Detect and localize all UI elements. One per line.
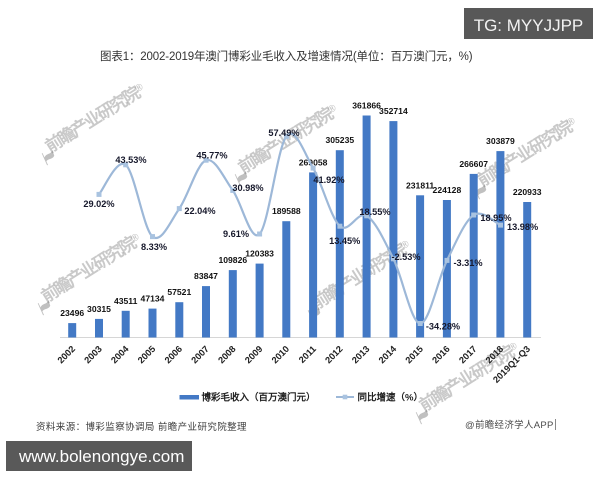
svg-text:45.77%: 45.77% [196,151,227,161]
svg-text:2009: 2009 [243,344,265,366]
svg-text:2002: 2002 [56,344,78,366]
svg-text:2016: 2016 [430,344,452,366]
svg-text:13.98%: 13.98% [507,222,538,232]
svg-text:8.33%: 8.33% [141,242,167,252]
svg-text:2015: 2015 [403,344,425,366]
svg-text:2011: 2011 [297,344,318,365]
svg-text:2013: 2013 [350,344,372,366]
svg-text:57521: 57521 [167,287,191,297]
svg-text:2014: 2014 [377,343,399,365]
svg-text:2012: 2012 [323,344,345,366]
svg-text:2010: 2010 [270,344,292,366]
svg-text:120383: 120383 [245,249,274,259]
svg-text:29.02%: 29.02% [83,199,114,209]
svg-text:2004: 2004 [109,343,131,365]
svg-text:231811: 231811 [406,180,434,190]
svg-text:-2.53%: -2.53% [391,252,420,262]
svg-text:30.98%: 30.98% [232,183,263,193]
svg-text:18.95%: 18.95% [480,213,511,223]
svg-text:同比增速（%）: 同比增速（%） [358,392,423,404]
svg-text:2006: 2006 [163,344,185,366]
svg-text:109826: 109826 [218,255,247,265]
svg-text:30315: 30315 [87,304,111,314]
svg-text:47134: 47134 [141,294,165,304]
svg-text:269058: 269058 [299,157,328,167]
svg-text:43511: 43511 [114,296,138,306]
svg-text:2003: 2003 [82,344,104,366]
svg-text:43.53%: 43.53% [115,155,146,165]
svg-text:361866: 361866 [352,101,381,111]
svg-text:224128: 224128 [433,185,462,195]
svg-text:-3.31%: -3.31% [453,258,482,268]
svg-text:305235: 305235 [325,135,354,145]
svg-text:189588: 189588 [272,206,301,216]
svg-text:22.04%: 22.04% [184,206,215,216]
svg-text:41.92%: 41.92% [313,175,344,185]
svg-text:前瞻产业研究院®: 前瞻产业研究院® [474,113,582,191]
svg-text:266607: 266607 [459,159,488,169]
svg-text:2008: 2008 [216,344,238,366]
svg-text:83847: 83847 [194,271,218,281]
svg-text:18.55%: 18.55% [359,207,390,217]
svg-text:13.45%: 13.45% [329,236,360,246]
svg-text:303879: 303879 [486,136,515,146]
svg-text:2005: 2005 [136,344,158,366]
svg-text:23496: 23496 [60,308,84,318]
svg-text:博彩毛收入（百万澳门元）: 博彩毛收入（百万澳门元） [202,392,316,404]
svg-text:352714: 352714 [379,106,408,116]
svg-text:57.49%: 57.49% [268,128,299,138]
svg-text:2007: 2007 [189,344,211,366]
svg-text:前瞻产业研究院®: 前瞻产业研究院® [38,229,146,307]
svg-text:前瞻产业研究院®: 前瞻产业研究院® [42,79,150,157]
svg-text:-34.28%: -34.28% [426,322,460,332]
svg-text:220933: 220933 [513,187,542,197]
svg-text:9.61%: 9.61% [223,229,249,239]
